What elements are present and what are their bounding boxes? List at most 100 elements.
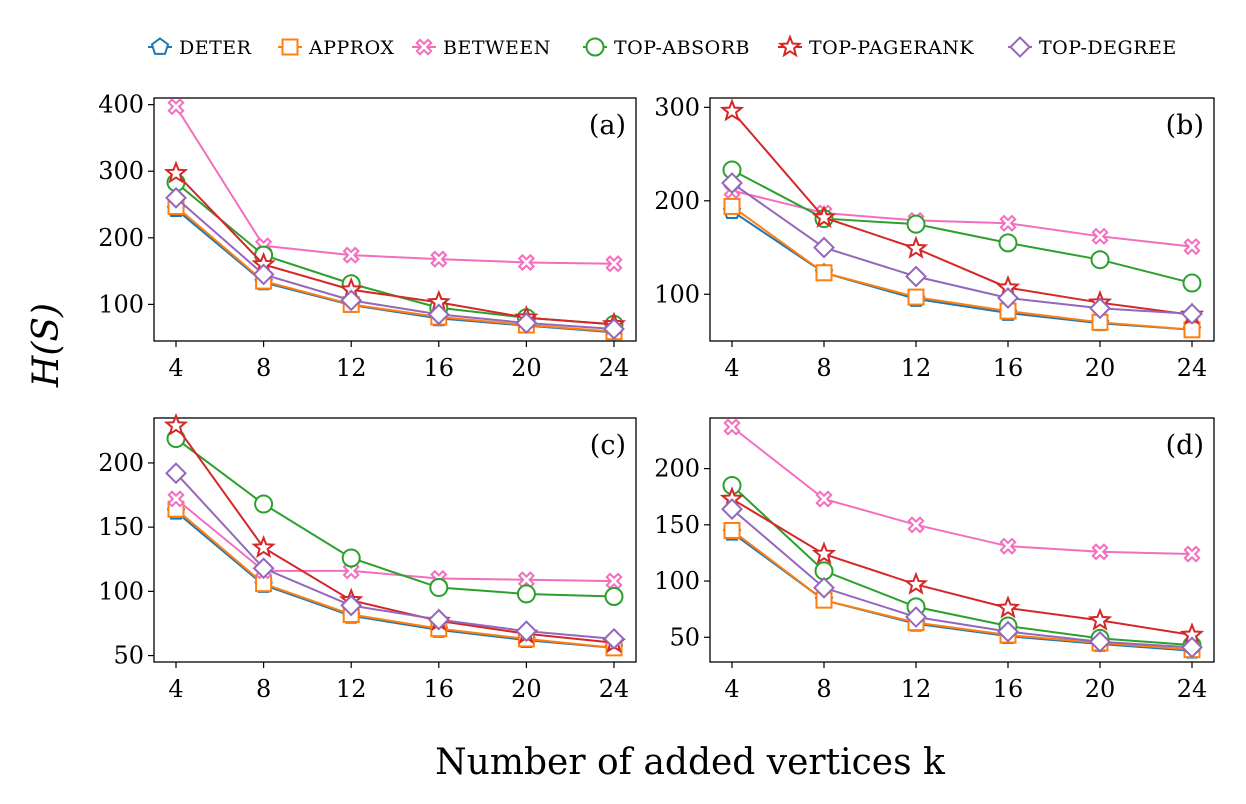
data-point-between — [517, 571, 536, 589]
data-point-between — [907, 516, 925, 534]
legend-label-between: BETWEEN — [443, 37, 551, 59]
data-point-top-degree — [340, 289, 363, 312]
data-point-top-absorb — [906, 214, 926, 234]
data-point-approx — [815, 264, 833, 282]
series-top-pagerank — [163, 412, 627, 654]
series-between — [723, 181, 1201, 256]
series-approx — [723, 197, 1201, 339]
data-point-top-degree — [813, 576, 835, 599]
data-point-between — [999, 537, 1017, 555]
series-line-approx — [175, 205, 615, 333]
series-line-top-absorb — [175, 181, 615, 326]
series-line-top-absorb — [175, 437, 615, 598]
x-tick-label: 24 — [599, 675, 630, 703]
panel-b: 4 8 12 16 20 24 100 200 300 (b) — [654, 93, 1215, 382]
x-tick-label: 8 — [256, 675, 271, 703]
data-point-top-degree — [427, 608, 450, 631]
panel-label: (d) — [1166, 430, 1204, 461]
data-point-top-pagerank — [903, 235, 929, 259]
series-approx — [167, 198, 623, 341]
x-tick-label: 16 — [993, 675, 1024, 703]
legend-item-top-absorb: TOP-ABSORB — [583, 37, 750, 59]
data-point-between — [605, 572, 623, 590]
data-point-top-absorb — [341, 548, 361, 568]
y-tick-label: 50 — [113, 642, 144, 670]
series-line-between — [175, 106, 615, 265]
legend-item-top-degree: TOP-DEGREE — [1008, 36, 1176, 59]
data-point-between — [723, 418, 741, 436]
data-point-top-degree — [603, 627, 625, 650]
data-point-top-degree — [997, 620, 1019, 643]
data-point-top-absorb — [254, 494, 274, 514]
series-top-absorb — [166, 429, 624, 607]
series-line-top-degree — [175, 197, 615, 331]
data-point-top-absorb — [814, 561, 834, 581]
series-line-top-pagerank — [175, 172, 615, 326]
series-line-between — [731, 189, 1193, 248]
data-point-approx — [907, 288, 925, 306]
series-between — [723, 418, 1201, 563]
data-point-between — [167, 98, 185, 116]
y-tick-label: 200 — [654, 187, 700, 215]
data-point-top-absorb — [604, 587, 624, 607]
legend-label-top-pagerank: TOP-PAGERANK — [809, 37, 974, 59]
legend-marker-top-pagerank — [777, 34, 803, 58]
series-top-degree — [721, 172, 1203, 325]
series-deter — [166, 199, 624, 341]
data-point-between — [342, 562, 360, 580]
data-point-top-degree — [905, 606, 927, 628]
y-tick-label: 100 — [98, 577, 144, 605]
x-tick-label: 24 — [1177, 354, 1208, 382]
legend-label-top-absorb: TOP-ABSORB — [614, 37, 750, 59]
series-line-approx — [731, 205, 1193, 331]
data-point-between — [605, 255, 623, 273]
data-point-top-degree — [905, 265, 927, 288]
legend-marker-top-absorb — [585, 37, 605, 57]
data-point-top-degree — [997, 287, 1019, 309]
x-tick-label: 4 — [168, 675, 183, 703]
y-tick-label: 300 — [98, 157, 144, 185]
x-tick-label: 8 — [816, 675, 831, 703]
y-tick-label: 200 — [654, 455, 700, 483]
legend-marker-approx — [281, 38, 299, 56]
data-point-top-absorb — [1090, 250, 1110, 270]
data-point-approx — [723, 521, 741, 539]
data-point-between — [430, 250, 448, 268]
legend-label-approx: APPROX — [308, 37, 394, 59]
x-tick-label: 16 — [424, 354, 455, 382]
data-point-top-degree — [603, 318, 625, 340]
series-line-top-absorb — [731, 484, 1193, 647]
legend-item-between: BETWEEN — [412, 37, 551, 59]
data-point-top-pagerank — [163, 160, 189, 184]
series-line-top-pagerank — [731, 498, 1193, 636]
y-tick-label: 150 — [654, 511, 700, 539]
data-point-top-degree — [427, 303, 450, 326]
series-between — [167, 98, 623, 273]
series-top-degree — [721, 498, 1203, 659]
x-tick-label: 20 — [1085, 354, 1116, 382]
data-point-top-pagerank — [251, 534, 276, 559]
data-point-top-pagerank — [903, 571, 929, 595]
y-axis-title: H(S) — [26, 303, 67, 388]
series-line-top-degree — [175, 472, 615, 640]
data-point-between — [1183, 237, 1201, 256]
plot-frame — [709, 97, 1215, 342]
data-point-top-degree — [1089, 630, 1111, 653]
x-tick-label: 16 — [424, 675, 455, 703]
panel-c: 4 8 12 16 20 24 50 100 150 200 (c) — [98, 412, 637, 703]
data-point-top-pagerank — [811, 541, 837, 565]
x-tick-label: 20 — [511, 354, 542, 382]
series-line-deter — [175, 208, 615, 334]
x-tick-label: 4 — [724, 675, 739, 703]
x-tick-label: 12 — [336, 675, 367, 703]
panel-label: (b) — [1166, 110, 1204, 141]
y-tick-label: 200 — [98, 449, 144, 477]
data-point-between — [1183, 545, 1201, 563]
series-top-pagerank — [719, 486, 1205, 646]
series-line-top-degree — [731, 508, 1193, 649]
data-point-top-degree — [813, 236, 835, 259]
panel-a: 4 8 12 16 20 24 100 200 300 400 (a) — [98, 91, 637, 382]
x-tick-label: 4 — [724, 354, 739, 382]
legend-marker-between — [415, 38, 433, 56]
